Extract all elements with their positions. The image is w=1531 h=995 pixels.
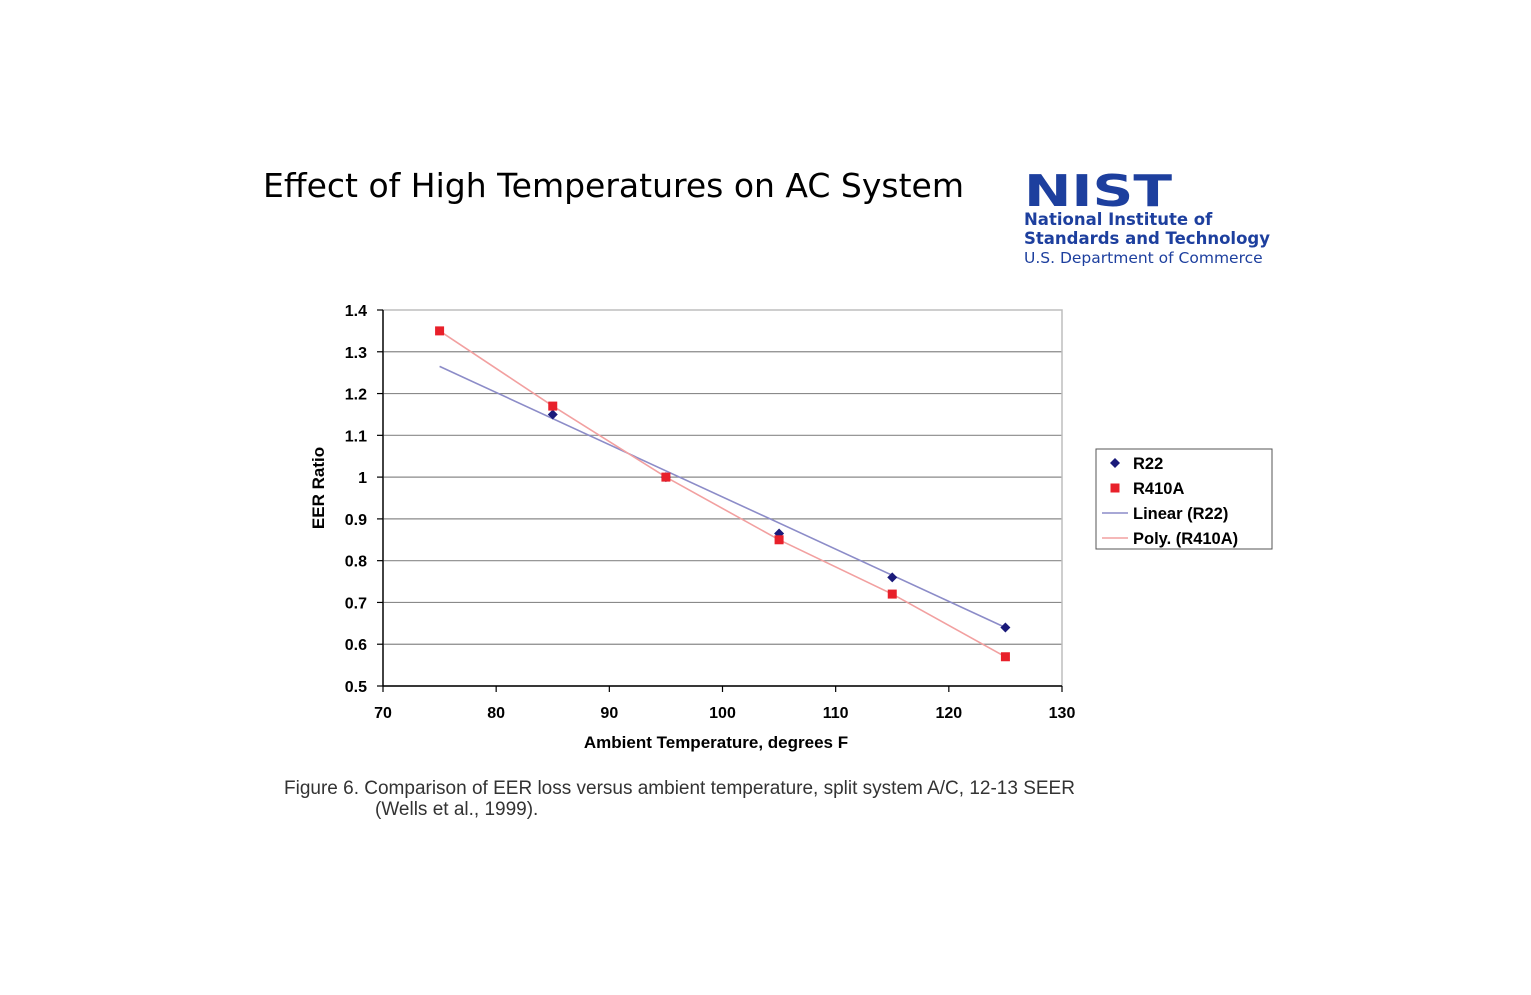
y-tick-label: 0.9 [345,512,367,529]
nist-logo-wordmark: NIST [1024,170,1172,210]
legend-label: Poly. (R410A) [1133,530,1238,548]
y-tick-label: 0.5 [345,679,367,696]
y-tick-label: 1 [358,470,367,487]
x-tick-label: 130 [1049,705,1076,722]
legend-label: R22 [1133,455,1163,473]
x-tick-label: 80 [487,705,505,722]
data-point-r410a [1000,652,1010,662]
nist-logo-mark: NIST [1024,170,1172,210]
trendline-linear [439,365,1006,629]
grid-lines [383,351,1062,645]
legend-marker [1110,458,1120,468]
x-tick-label: 110 [823,705,849,722]
x-tick-label: 100 [709,705,736,722]
data-point-r410a [548,401,558,411]
y-tick-label: 1.3 [345,345,367,362]
logo-text-line3: U.S. Department of Commerce [1024,249,1263,267]
data-point-r410a [774,535,784,545]
x-tick-label: 90 [600,705,618,722]
x-tick-label: 70 [374,705,392,722]
data-point-r410a [661,472,671,482]
figure-caption-line2: (Wells et al., 1999). [375,799,539,820]
axes: 0.5 0.6 0.7 0.8 0.9 1 1.1 1.2 1.3 1.4 70 80 90 100 110… [345,303,1076,722]
figure-caption-line1: Figure 6. Comparison of EER loss versus … [284,778,1075,799]
y-tick-label: 1.4 [345,303,367,320]
data-points [435,326,1011,662]
y-tick-label: 0.8 [345,554,367,571]
legend-marker [1110,483,1120,493]
data-point-r22 [547,409,558,420]
legend-label: R410A [1133,480,1184,498]
x-axis-label: Ambient Temperature, degrees F [584,733,848,752]
logo-text-line1: National Institute of [1024,210,1213,229]
y-axis-label: EER Ratio [309,447,328,529]
y-tick-label: 0.7 [345,595,367,612]
y-tick-label: 0.6 [345,637,367,654]
x-tick-label: 120 [935,705,962,722]
nist-logo: NIST National Institute of Standards and… [1024,170,1284,270]
data-point-r410a [435,326,445,336]
chart-legend: R22 R410A Linear (R22) Poly. (R410A) [1095,448,1273,550]
data-point-r22 [1000,622,1011,633]
y-tick-label: 1.2 [345,387,367,404]
trendlines [439,330,1006,658]
slide-title: Effect of High Temperatures on AC System [263,166,964,205]
data-point-r410a [887,589,897,599]
plot-area [382,309,1063,687]
trendline-polynomial [439,330,1006,658]
logo-text-line2: Standards and Technology [1024,229,1270,248]
legend-box [1095,448,1273,550]
legend-label: Linear (R22) [1133,505,1228,523]
data-point-r22 [887,572,898,583]
y-tick-label: 1.1 [345,428,367,445]
